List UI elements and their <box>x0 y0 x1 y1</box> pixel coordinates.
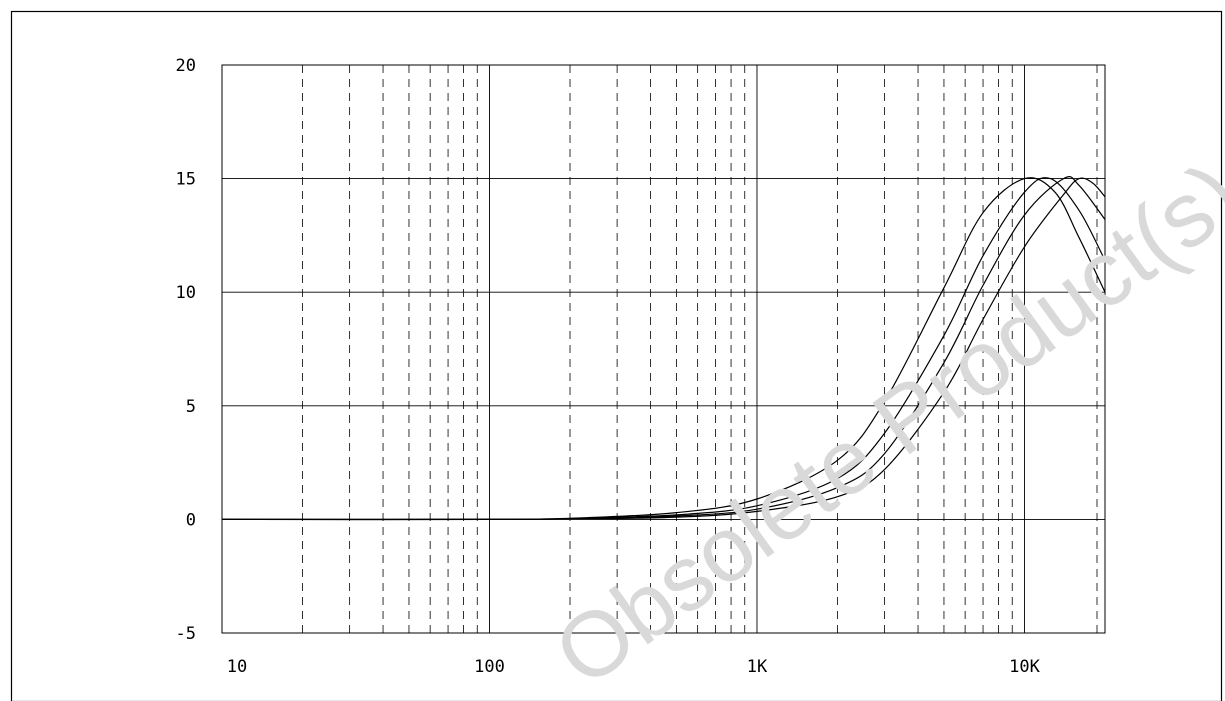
x-tick-label: 100 <box>474 657 505 677</box>
y-tick-label: -5 <box>176 624 196 644</box>
y-tick-label: 20 <box>176 56 196 76</box>
y-tick-label: 5 <box>186 397 196 417</box>
grid-layer <box>221 64 1106 634</box>
x-tick-label: 1K <box>747 657 768 677</box>
y-tick-label: 10 <box>176 283 196 303</box>
curve-layer <box>221 176 1106 521</box>
x-tick-label: 10K <box>1009 657 1040 677</box>
x-tick-label: 10 <box>227 657 247 677</box>
y-tick-label: 0 <box>186 510 196 530</box>
y-tick-label: 15 <box>176 170 196 190</box>
tick-layer: -5 0 5 10 15 20 10 100 1K 10K <box>176 56 1041 677</box>
watermark-text: Obsolete Product(s) <box>537 143 1225 701</box>
series-line-4 <box>221 177 1106 521</box>
outer-border <box>10 10 1223 701</box>
